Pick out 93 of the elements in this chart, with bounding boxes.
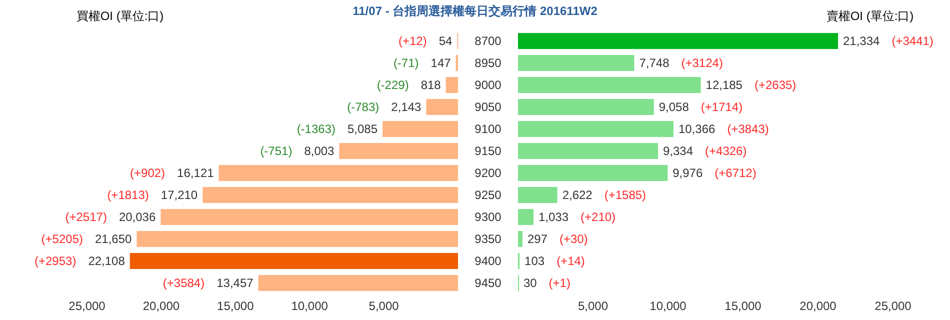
annotation: (-71) xyxy=(393,56,419,70)
annotation: (-751) xyxy=(260,144,292,158)
data-label: 9,058 xyxy=(658,100,690,114)
y-tick-label: 9000 xyxy=(474,78,502,92)
annotation: (+1) xyxy=(548,276,570,290)
bar xyxy=(518,77,701,93)
y-tick-label: 9100 xyxy=(474,122,502,136)
annotation: (+12) xyxy=(398,34,427,48)
bar xyxy=(258,275,458,291)
data-label: 17,210 xyxy=(160,188,198,202)
data-label: 22,108 xyxy=(88,254,126,268)
x-tick-label: 20,000 xyxy=(800,299,837,313)
data-label: 21,334 xyxy=(843,34,880,48)
data-label: 7,748 xyxy=(639,56,670,70)
data-label: 297 xyxy=(527,232,548,246)
x-tick-label: 10,000 xyxy=(291,299,328,313)
bar xyxy=(218,165,458,181)
text: (+2953) xyxy=(34,254,76,268)
bar xyxy=(160,209,458,225)
x-tick-label: 5,000 xyxy=(578,299,608,313)
y-tick-label: 9050 xyxy=(474,100,502,114)
data-label: 16,121 xyxy=(177,166,214,180)
annotation: (+4326) xyxy=(705,144,747,158)
data-label: 13,457 xyxy=(216,276,254,290)
bar xyxy=(339,143,458,159)
annotation: (+210) xyxy=(580,210,616,224)
y-tick-label: 9150 xyxy=(474,144,502,158)
bar xyxy=(518,55,634,71)
bar xyxy=(518,209,534,225)
x-tick-label: 25,000 xyxy=(874,299,912,313)
data-label: 2,622 xyxy=(562,188,593,202)
y-tick-label: 9300 xyxy=(474,210,502,224)
bar xyxy=(518,33,838,49)
x-axis-title: 買權OI (單位:口) xyxy=(76,9,164,23)
y-tick-label: 8700 xyxy=(474,34,502,48)
text: (+5205) xyxy=(41,232,84,246)
annotation: (+1585) xyxy=(604,188,646,202)
x-axis-title: 賣權OI (單位:口) xyxy=(826,9,914,23)
bar xyxy=(518,187,558,203)
bar xyxy=(130,253,458,269)
bar xyxy=(518,165,668,181)
bar xyxy=(518,231,522,247)
x-tick-label: 15,000 xyxy=(724,299,762,313)
y-tick-label: 9200 xyxy=(474,166,502,180)
annotation: (+1714) xyxy=(700,100,743,114)
y-tick-label: 8950 xyxy=(474,56,502,70)
data-label: 12,185 xyxy=(706,78,743,92)
bar xyxy=(136,231,458,247)
data-label: 30 xyxy=(523,276,538,290)
y-tick-label: 9250 xyxy=(474,188,502,202)
bar xyxy=(518,143,658,159)
annotation: (+3584) xyxy=(162,276,205,290)
data-label: 103 xyxy=(524,254,545,268)
annotation: (+6712) xyxy=(714,166,756,180)
annotation: (+3124) xyxy=(681,56,723,70)
data-label: 5,085 xyxy=(348,122,378,136)
annotation: (+2635) xyxy=(754,78,796,92)
y-tick-label: 9350 xyxy=(474,232,502,246)
x-tick-label: 5,000 xyxy=(368,299,400,313)
data-label: 1,033 xyxy=(538,210,569,224)
data-label: 10,366 xyxy=(678,122,716,136)
bar xyxy=(382,121,458,137)
data-label: 54 xyxy=(438,34,453,48)
bar xyxy=(202,187,458,203)
data-label: 20,036 xyxy=(118,210,156,224)
data-label: 8,003 xyxy=(304,144,335,158)
annotation: (+14) xyxy=(556,254,585,268)
annotation: (+902) xyxy=(130,166,166,180)
bar xyxy=(518,99,654,115)
x-tick-label: 15,000 xyxy=(217,299,254,313)
annotation: (+30) xyxy=(559,232,588,246)
bar xyxy=(446,77,458,93)
bar xyxy=(518,121,674,137)
bar xyxy=(426,99,458,115)
chart-title: 11/07 - 台指周選擇權每日交易行情 201611W2 xyxy=(352,4,598,18)
x-tick-label: 25,000 xyxy=(68,299,106,313)
y-tick-label: 9400 xyxy=(474,254,502,268)
data-label: 9,976 xyxy=(672,166,703,180)
annotation: (+3843) xyxy=(727,122,769,136)
y-tick-label: 9450 xyxy=(474,276,502,290)
data-label: 2,143 xyxy=(391,100,422,114)
x-tick-label: 10,000 xyxy=(650,299,687,313)
annotation: (-783) xyxy=(347,100,380,114)
data-label: 21,650 xyxy=(95,232,132,246)
x-tick-label: 20,000 xyxy=(142,299,180,313)
annotation: (-229) xyxy=(376,78,409,92)
annotation: (-1363) xyxy=(296,122,336,136)
data-label: 818 xyxy=(420,78,442,92)
annotation: (+2517) xyxy=(65,210,107,224)
data-label: 147 xyxy=(430,56,452,70)
annotation: (+3441) xyxy=(892,34,934,48)
annotation: (+1813) xyxy=(107,188,149,202)
data-label: 9,334 xyxy=(663,144,694,158)
